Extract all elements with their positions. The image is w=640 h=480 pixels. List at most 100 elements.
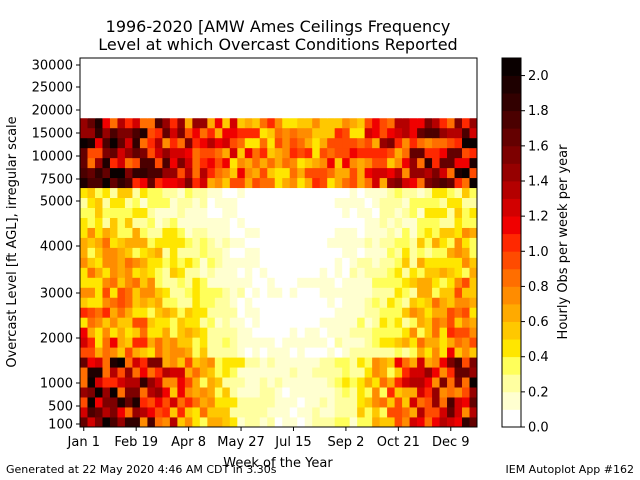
heatmap-cell — [402, 217, 410, 228]
heatmap-cell — [289, 397, 298, 408]
heatmap-cell — [454, 87, 463, 99]
heatmap-cell — [274, 177, 283, 189]
heatmap-cell — [237, 357, 246, 368]
heatmap-cell — [267, 347, 276, 358]
heatmap-cell — [402, 127, 410, 139]
heatmap-cell — [454, 58, 463, 69]
heatmap-cell — [139, 377, 148, 388]
heatmap-cell — [267, 207, 276, 218]
heatmap-cell — [364, 287, 373, 298]
heatmap-cell — [289, 77, 298, 89]
heatmap-cell — [424, 137, 433, 149]
heatmap-cell — [342, 237, 351, 248]
heatmap-cell — [184, 337, 193, 348]
heatmap-cell — [207, 217, 216, 228]
heatmap-cell — [379, 337, 388, 348]
heatmap-cell — [80, 67, 88, 79]
heatmap-cell — [139, 227, 148, 238]
heatmap-cell — [229, 197, 238, 208]
heatmap-cell — [259, 97, 268, 109]
heatmap-cell — [462, 377, 470, 388]
heatmap-cell — [214, 237, 223, 248]
heatmap-cell — [207, 58, 216, 69]
heatmap-cell — [469, 357, 478, 368]
heatmap-cell — [237, 337, 246, 348]
heatmap-cell — [139, 67, 148, 79]
heatmap-cell — [409, 207, 418, 218]
heatmap-cell — [349, 347, 358, 358]
heatmap-cell — [289, 127, 298, 139]
heatmap-cell — [184, 67, 193, 79]
heatmap-cell — [402, 407, 410, 418]
heatmap-cell — [274, 217, 283, 228]
heatmap-cell — [342, 97, 351, 109]
y-tick-label: 10000 — [32, 150, 73, 165]
heatmap-cell — [237, 417, 246, 428]
heatmap-cell — [447, 337, 455, 348]
heatmap-cell — [154, 377, 163, 388]
heatmap-cell — [214, 217, 223, 228]
heatmap-cell — [432, 117, 440, 129]
heatmap-cell — [424, 77, 433, 89]
heatmap-cell — [259, 257, 268, 268]
heatmap-cell — [282, 407, 291, 418]
heatmap-cell — [447, 87, 455, 99]
heatmap-cell — [349, 267, 358, 278]
heatmap-cell — [417, 407, 425, 418]
heatmap-cell — [327, 157, 336, 169]
heatmap-cell — [462, 197, 470, 208]
heatmap-cell — [147, 77, 156, 89]
heatmap-cell — [162, 207, 171, 218]
heatmap-cell — [102, 377, 111, 388]
heatmap-cell — [117, 147, 126, 159]
heatmap-cell — [87, 287, 96, 298]
heatmap-cell — [162, 187, 171, 199]
heatmap-cell — [192, 117, 201, 129]
heatmap-cell — [424, 197, 433, 208]
heatmap-cell — [94, 137, 103, 149]
heatmap-cell — [372, 337, 381, 348]
heatmap-cell — [447, 367, 455, 378]
heatmap-cell — [304, 377, 313, 388]
x-tick-label: Feb 19 — [114, 435, 158, 450]
heatmap-cell — [304, 297, 313, 308]
heatmap-cell — [357, 367, 366, 378]
heatmap-cell — [282, 277, 291, 288]
heatmap-cell — [117, 58, 126, 69]
heatmap-cell — [282, 307, 291, 318]
heatmap-cell — [357, 287, 366, 298]
heatmap-cell — [387, 327, 395, 338]
heatmap-cell — [297, 337, 306, 348]
heatmap-cell — [252, 77, 261, 89]
heatmap-cell — [409, 377, 418, 388]
heatmap-cell — [192, 337, 201, 348]
heatmap-cell — [139, 367, 148, 378]
heatmap-cell — [289, 267, 298, 278]
heatmap-cell — [372, 157, 381, 169]
heatmap-cell — [439, 257, 448, 268]
heatmap-cell — [274, 287, 283, 298]
heatmap-cell — [274, 137, 283, 149]
heatmap-cell — [207, 157, 216, 169]
heatmap-cell — [312, 407, 321, 418]
heatmap-cell — [267, 287, 276, 298]
heatmap-cell — [222, 397, 231, 408]
heatmap-cell — [454, 417, 463, 428]
heatmap-cell — [312, 377, 321, 388]
heatmap-cell — [162, 97, 171, 109]
heatmap-cell — [342, 177, 351, 189]
heatmap-cell — [364, 377, 373, 388]
heatmap-cell — [252, 417, 261, 428]
heatmap-cell — [94, 97, 103, 109]
heatmap-cell — [379, 397, 388, 408]
heatmap-cell — [349, 137, 358, 149]
heatmap-cell — [439, 377, 448, 388]
heatmap-cell — [147, 197, 156, 208]
heatmap-cell — [207, 267, 216, 278]
heatmap-cell — [259, 297, 268, 308]
heatmap-cell — [169, 167, 178, 179]
heatmap-cell — [109, 157, 118, 169]
heatmap-cell — [94, 107, 103, 119]
heatmap-cell — [379, 207, 388, 218]
heatmap-cell — [424, 387, 433, 398]
